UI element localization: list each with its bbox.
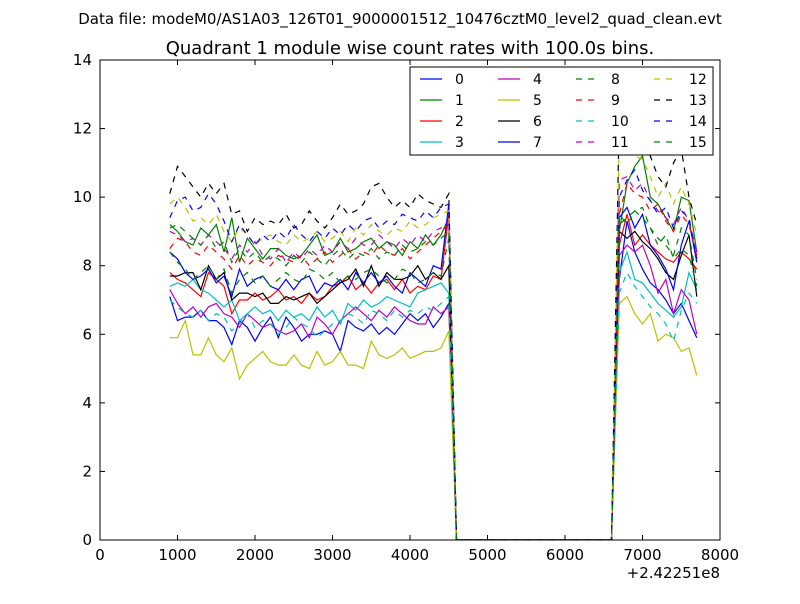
series-line-0 <box>169 220 698 540</box>
chart-title: Quadrant 1 module wise count rates with … <box>166 38 655 59</box>
x-tick-label: 7000 <box>623 546 661 564</box>
x-tick-label: 1000 <box>158 546 196 564</box>
legend-label-13: 13 <box>689 93 707 109</box>
legend-label-8: 8 <box>611 72 620 88</box>
y-tick-label: 4 <box>82 394 92 412</box>
series-line-5 <box>169 295 698 540</box>
series-line-14 <box>169 168 698 540</box>
x-offset-label: +2.42251e8 <box>627 564 720 582</box>
x-tick-label: 4000 <box>391 546 429 564</box>
legend-box <box>409 66 714 156</box>
x-tick-label: 3000 <box>313 546 351 564</box>
x-tick-label: 6000 <box>546 546 584 564</box>
legend-label-3: 3 <box>455 135 464 151</box>
legend-label-7: 7 <box>533 135 542 151</box>
y-tick-label: 12 <box>73 120 92 138</box>
series-line-11 <box>169 175 698 540</box>
legend-label-6: 6 <box>533 114 542 130</box>
y-tick-label: 8 <box>82 257 92 275</box>
legend-label-15: 15 <box>689 135 707 151</box>
legend-label-5: 5 <box>533 93 542 109</box>
x-tick-label: 8000 <box>701 546 739 564</box>
legend-label-12: 12 <box>689 72 707 88</box>
legend-label-9: 9 <box>611 93 620 109</box>
y-tick-label: 6 <box>82 325 92 343</box>
x-tick-label: 0 <box>95 546 105 564</box>
legend-label-1: 1 <box>455 93 464 109</box>
legend-label-0: 0 <box>455 72 464 88</box>
legend-label-11: 11 <box>611 135 629 151</box>
series-line-1 <box>169 154 698 540</box>
series-line-10 <box>169 271 698 540</box>
series-line-4 <box>169 244 698 540</box>
series-line-8 <box>169 206 698 540</box>
y-tick-label: 2 <box>82 462 92 480</box>
y-tick-label: 14 <box>73 51 92 69</box>
legend-label-2: 2 <box>455 114 464 130</box>
legend-label-14: 14 <box>689 114 707 130</box>
suptitle: Data file: modeM0/AS1A03_126T01_90000015… <box>78 10 722 29</box>
legend-label-4: 4 <box>533 72 542 88</box>
x-tick-label: 2000 <box>236 546 274 564</box>
legend-label-10: 10 <box>611 114 629 130</box>
y-tick-label: 0 <box>82 531 92 549</box>
series-line-9 <box>169 182 698 540</box>
series-line-2 <box>169 214 698 540</box>
series-line-3 <box>169 250 698 540</box>
series-line-15 <box>169 209 698 540</box>
x-tick-label: 5000 <box>468 546 506 564</box>
y-tick-label: 10 <box>73 188 92 206</box>
